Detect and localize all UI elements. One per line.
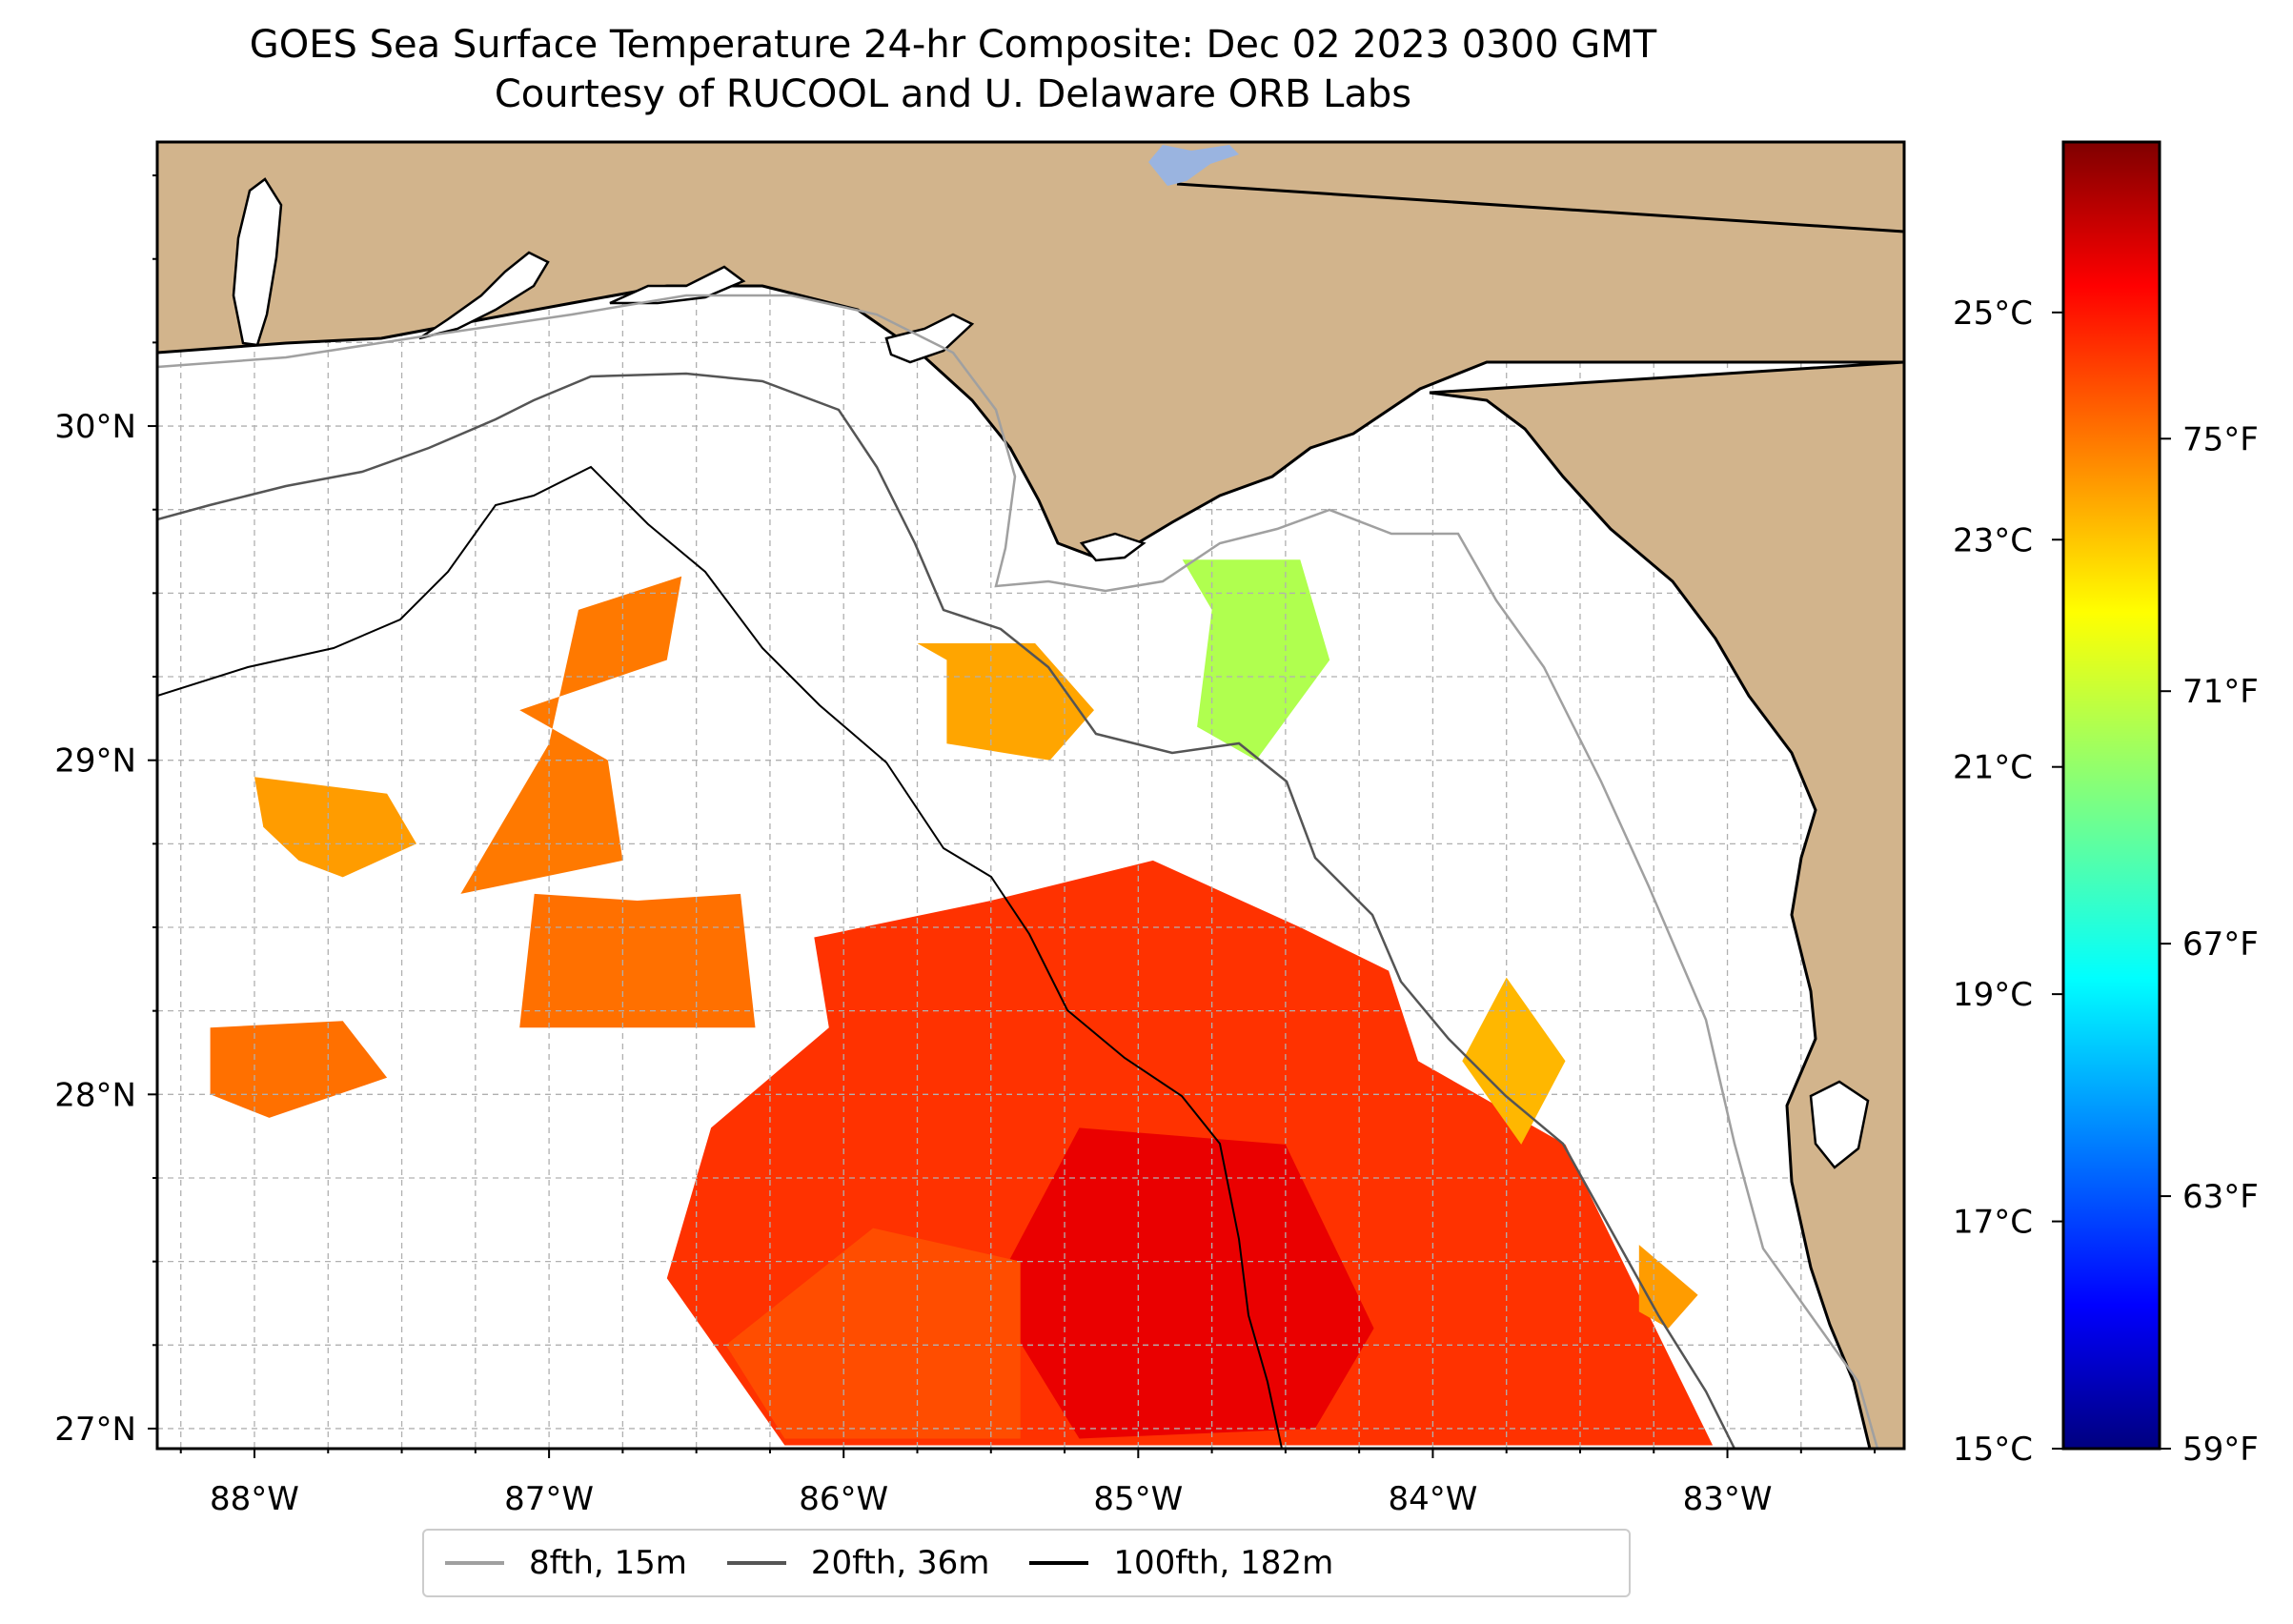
colorbar-fahrenheit-label: 67°F xyxy=(2182,925,2259,964)
x-tick-label: 86°W xyxy=(799,1480,888,1518)
isobath-8fth xyxy=(157,294,1879,1449)
legend-item-100fth: 100fth, 182m xyxy=(1029,1544,1333,1582)
legend-swatch-20fth xyxy=(726,1561,786,1565)
y-tick-label: 29°N xyxy=(54,742,136,781)
colorbar-celsius-label: 17°C xyxy=(1953,1204,2033,1242)
legend-label-8fth: 8fth, 15m xyxy=(529,1544,687,1582)
apalachicola-bay xyxy=(1079,532,1146,562)
chart-subtitle: Courtesy of RUCOOL and U. Delaware ORB L… xyxy=(494,72,1412,116)
sst-region-9 xyxy=(1462,977,1566,1145)
chart-title: GOES Sea Surface Temperature 24-hr Compo… xyxy=(249,23,1657,67)
tampa-bay xyxy=(1809,1080,1870,1169)
sst-region-6 xyxy=(254,777,416,878)
y-tick-label: 27°N xyxy=(54,1411,136,1449)
colorbar-fahrenheit-label: 59°F xyxy=(2182,1431,2259,1469)
isobath-legend: 8fth, 15m 20fth, 36m 100fth, 182m xyxy=(422,1529,1631,1597)
sst-region-8 xyxy=(1182,559,1330,761)
sst-region-2 xyxy=(725,1228,1021,1439)
colorbar-fahrenheit-label: 75°F xyxy=(2182,420,2259,458)
y-tick-label: 28°N xyxy=(54,1076,136,1114)
y-tick-label: 30°N xyxy=(54,408,136,446)
x-tick-label: 87°W xyxy=(504,1480,594,1518)
colorbar-fahrenheit-axis: 59°F 63°F 67°F 71°F 75°F xyxy=(2160,420,2259,1469)
lake-seminole xyxy=(1148,145,1239,186)
x-tick-label: 84°W xyxy=(1388,1480,1477,1518)
colorbar-fahrenheit-label: 63°F xyxy=(2182,1178,2259,1216)
y-axis: 27°N 28°N 29°N 30°N xyxy=(54,174,157,1449)
legend-label-20fth: 20fth, 36m xyxy=(810,1544,990,1582)
legend-item-20fth: 20fth, 36m xyxy=(726,1544,990,1582)
land-florida xyxy=(1429,360,1904,1449)
colorbar-celsius-label: 25°C xyxy=(1953,294,2033,333)
colorbar-celsius-axis: 15°C 17°C 19°C 21°C 23°C 25°C xyxy=(1953,294,2063,1469)
x-tick-label: 85°W xyxy=(1093,1480,1183,1518)
x-tick-label: 88°W xyxy=(210,1480,299,1518)
sst-region-4 xyxy=(460,576,682,894)
legend-label-100fth: 100fth, 182m xyxy=(1113,1544,1334,1582)
st-andrews-bay xyxy=(884,313,975,364)
colorbar-celsius-label: 19°C xyxy=(1953,976,2033,1014)
legend-swatch-8fth xyxy=(445,1561,504,1565)
pensacola-bay xyxy=(418,251,550,340)
colorbar-celsius-label: 15°C xyxy=(1953,1431,2033,1469)
isobath-20fth xyxy=(157,372,1736,1449)
colorbar xyxy=(2061,140,2161,1451)
choctawhatchee-bay xyxy=(609,265,746,305)
colorbar-celsius-label: 23°C xyxy=(1953,521,2033,559)
sst-region-7 xyxy=(917,643,1094,761)
legend-swatch-100fth xyxy=(1029,1561,1089,1565)
x-axis: 88°W 87°W 86°W 85°W 84°W 83°W xyxy=(179,1449,1877,1518)
legend-item-8fth: 8fth, 15m xyxy=(445,1544,687,1582)
isobath-100fth xyxy=(157,465,1283,1449)
map-frame xyxy=(155,140,1906,1451)
sst-region-1 xyxy=(990,1127,1374,1439)
state-border-line xyxy=(1176,182,1904,233)
mobile-bay xyxy=(232,177,283,347)
colorbar-fahrenheit-label: 71°F xyxy=(2182,673,2259,711)
sst-region-3 xyxy=(519,893,756,1028)
x-tick-label: 83°W xyxy=(1683,1480,1773,1518)
colorbar-celsius-label: 21°C xyxy=(1953,749,2033,787)
